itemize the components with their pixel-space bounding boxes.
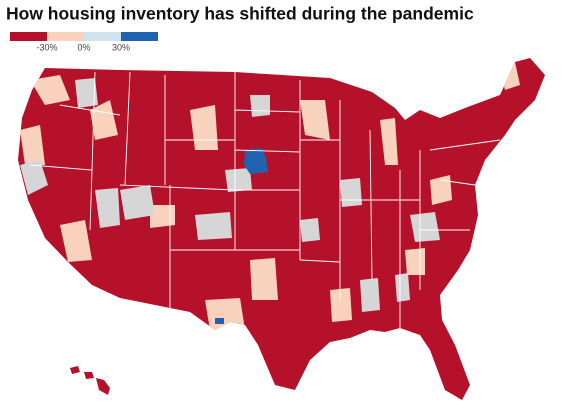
- region: [190, 105, 218, 150]
- region: [300, 100, 330, 140]
- state-borders: [29, 71, 501, 330]
- region: [380, 118, 398, 165]
- region: [395, 273, 410, 302]
- region: [430, 175, 452, 205]
- region: [84, 372, 94, 379]
- region: [330, 288, 352, 322]
- regions-no-data: [20, 78, 440, 312]
- region: [20, 160, 48, 195]
- region: [340, 178, 362, 207]
- region: [70, 366, 80, 374]
- region: [20, 125, 45, 165]
- legend-tick-label: 0%: [77, 42, 90, 52]
- legend-swatch: [84, 32, 121, 41]
- legend-swatch: [10, 32, 47, 41]
- hawaii: [70, 366, 110, 395]
- region: [75, 78, 98, 108]
- region: [96, 378, 110, 395]
- region: [150, 205, 175, 228]
- region: [250, 258, 278, 300]
- region: [195, 212, 232, 240]
- region: [250, 95, 270, 117]
- region: [60, 220, 92, 262]
- legend-swatch: [121, 32, 158, 41]
- region: [410, 212, 440, 242]
- region: [95, 188, 120, 228]
- region: [120, 185, 155, 220]
- legend-swatch: [47, 32, 84, 41]
- region: [215, 318, 224, 324]
- region: [300, 218, 320, 242]
- region: [30, 75, 70, 105]
- regions-increase-small: [20, 62, 520, 330]
- regions-increase: [215, 148, 268, 324]
- region: [405, 248, 425, 275]
- region: [244, 148, 268, 174]
- region: [225, 168, 252, 192]
- legend-tick-label: -30%: [36, 42, 57, 52]
- legend-tick-label: 30%: [112, 42, 130, 52]
- region: [90, 100, 118, 140]
- region: [360, 278, 380, 312]
- us-map: [18, 58, 545, 400]
- title: How housing inventory has shifted during…: [6, 4, 474, 24]
- legend: -30% 0% 30%: [10, 32, 158, 52]
- region: [205, 298, 245, 330]
